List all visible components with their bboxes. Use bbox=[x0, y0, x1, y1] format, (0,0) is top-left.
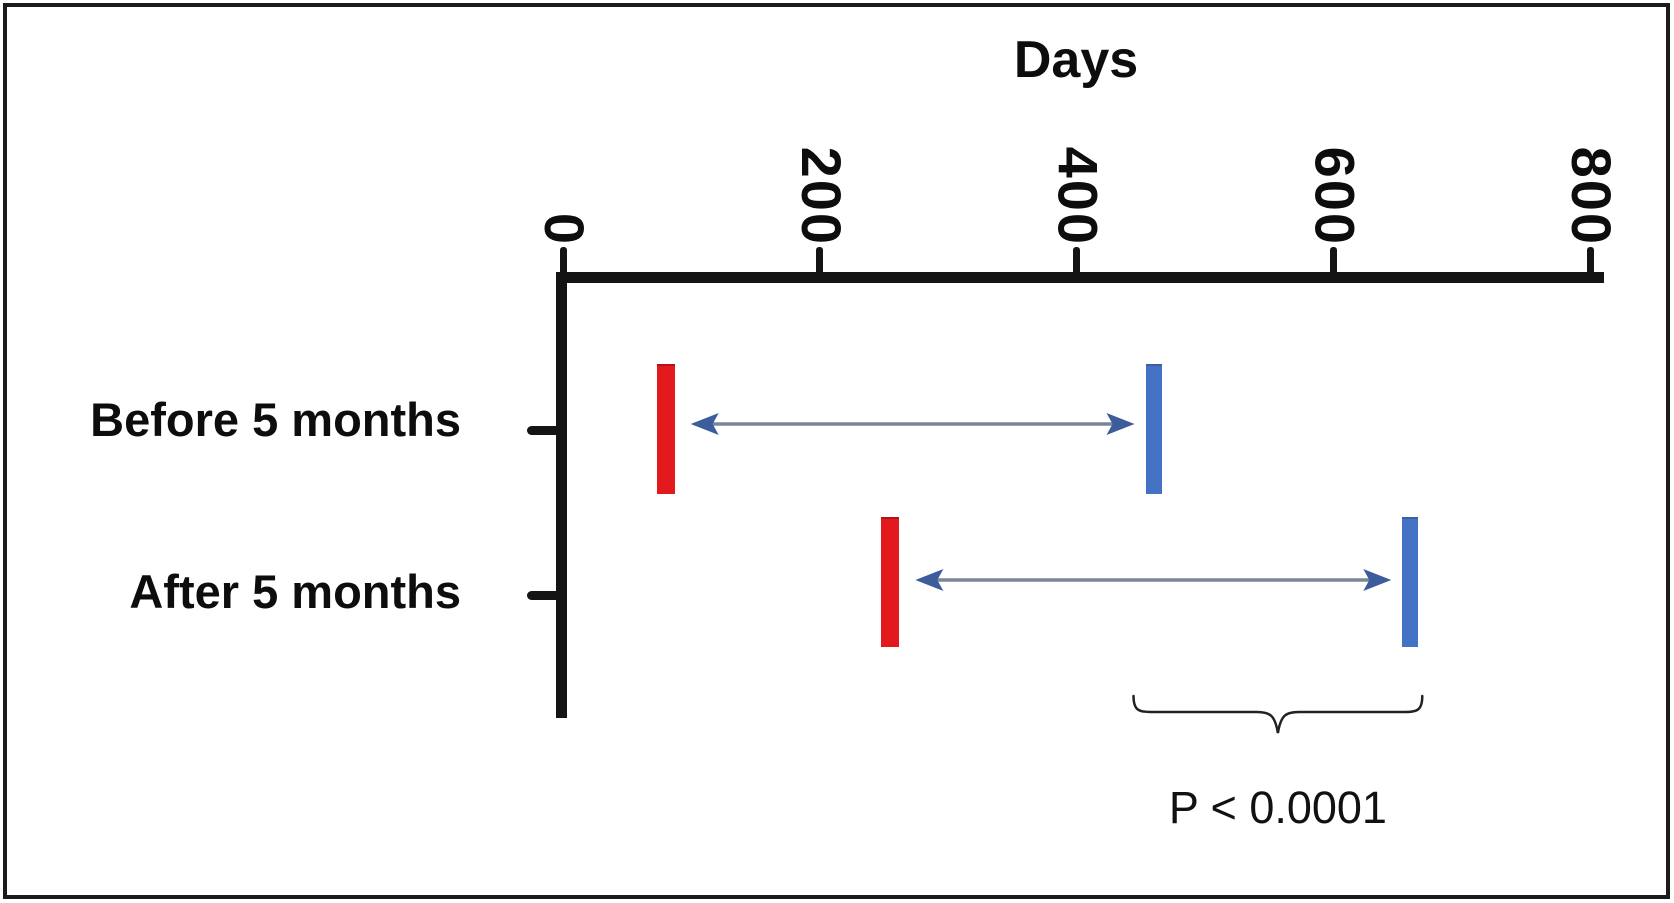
x-tick-label: 200 bbox=[789, 146, 853, 246]
category-label-after: After 5 months bbox=[129, 565, 461, 618]
x-axis-line bbox=[556, 272, 1604, 283]
figure-border bbox=[3, 3, 1670, 899]
x-tick-mark bbox=[1586, 247, 1594, 277]
red-marker-before bbox=[656, 364, 675, 494]
red-marker-after bbox=[881, 517, 900, 647]
p-value-label: P < 0.0001 bbox=[1168, 782, 1387, 833]
x-tick-label: 800 bbox=[1560, 146, 1623, 246]
x-tick-mark bbox=[559, 247, 567, 277]
x-tick-mark bbox=[1329, 247, 1337, 277]
range-arrow-after bbox=[915, 569, 1392, 591]
x-tick-label: 0 bbox=[533, 212, 596, 246]
x-axis-title: Days bbox=[1013, 31, 1139, 89]
blue-marker-before bbox=[1145, 364, 1162, 494]
x-tick-mark bbox=[816, 247, 824, 277]
category-label-before: Before 5 months bbox=[90, 393, 461, 446]
blue-marker-after bbox=[1402, 517, 1419, 647]
x-tick-label: 400 bbox=[1046, 146, 1110, 246]
significance-bracket bbox=[1132, 694, 1424, 734]
y-tick-before bbox=[527, 426, 558, 435]
y-axis-line bbox=[556, 272, 567, 718]
x-tick-mark bbox=[1073, 247, 1080, 277]
x-tick-label: 600 bbox=[1303, 146, 1367, 246]
y-tick-after bbox=[527, 591, 558, 600]
range-arrow-before bbox=[690, 413, 1135, 435]
